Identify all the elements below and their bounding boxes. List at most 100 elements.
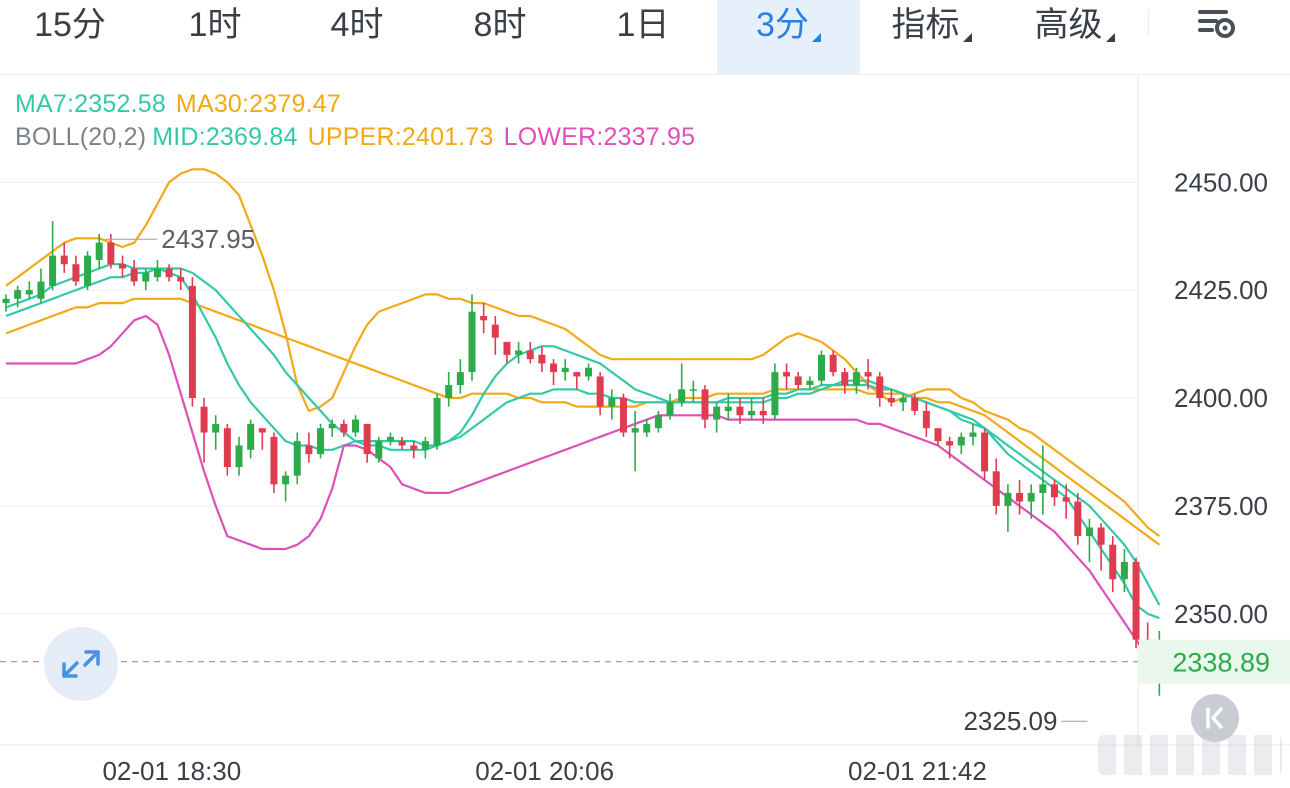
candle-down [736,398,744,424]
candle-body [177,277,185,282]
candle-up [235,436,243,476]
candle-body [1016,492,1024,502]
tab-label: 1日 [616,6,670,44]
candle-body [1109,544,1117,580]
watermark [1098,735,1282,775]
candle-down [829,350,837,377]
candle-up [957,432,965,455]
candle-down [340,419,348,437]
back-to-latest-icon[interactable] [1191,694,1239,742]
candle-body [14,290,22,299]
x-tick-label: 02-01 20:06 [475,756,614,786]
candle-body [713,406,721,420]
candle-down [619,393,627,437]
candle-body [84,255,92,286]
dropdown-triangle-icon [962,33,972,42]
candle-body [864,372,872,377]
tab-15min[interactable]: 15分 [0,0,140,74]
candle-down [398,436,406,450]
y-tick-label: 2450.00 [1174,167,1268,197]
candle-body [1051,484,1058,498]
candle-up [1027,484,1035,519]
candle-down [165,264,173,282]
candle-body [25,290,33,295]
candle-up [433,393,441,450]
tab-4h[interactable]: 4时 [287,0,427,74]
tab-indicators[interactable]: 指标 [860,0,1003,74]
candle-body [37,281,45,299]
candle-down [911,393,919,416]
tab-label: 指标 [891,6,960,44]
candle-body [142,272,150,282]
boll-lower-value: LOWER:2337.95 [503,123,696,151]
chart-settings-icon[interactable] [1192,4,1240,44]
candle-up [84,251,92,291]
candle-body [317,428,325,455]
ma30-line [5,297,1161,546]
candle-body [841,372,849,386]
tab-8h[interactable]: 8时 [430,0,570,74]
candle-body [235,445,243,468]
candle-down [981,428,989,480]
candle-body [689,389,697,391]
tab-1d[interactable]: 1日 [573,0,713,74]
tab-1h[interactable]: 1时 [145,0,285,74]
tab-label: 8时 [473,6,527,44]
candle-up [654,410,662,433]
candle-down [1109,536,1117,593]
candle-body [701,389,709,420]
candle-body [153,268,161,278]
candle-body [1039,484,1047,493]
tab-3min[interactable]: 3分 [717,0,860,74]
candle-down [783,363,791,390]
candle-up [328,419,336,437]
candle-body [794,376,802,386]
candle-down [410,441,418,459]
candle-up [561,359,569,381]
candle-down [305,432,313,463]
boll-legend: BOLL(20,2) MID:2369.84 UPPER:2401.73 LOWER:… [15,123,705,152]
candle-body [468,311,476,373]
candle-body [270,436,278,485]
candle-body [783,372,791,377]
candle-down [200,398,208,463]
candle-down [270,432,278,493]
candle-body [876,376,884,398]
current-price-label: 2338.89 [1172,648,1270,678]
candle-up [212,415,220,450]
ma7-value: MA7:2352.58 [15,90,166,118]
candle-up [806,376,814,390]
candle-body [107,242,115,265]
candle-up [293,432,301,485]
ma-legend: MA7:2352.58 MA30:2379.47 [15,90,351,119]
tab-advanced[interactable]: 高级 [1003,0,1146,74]
candle-up [818,350,825,386]
tab-label: 3分 [756,6,809,44]
candle-body [759,410,767,416]
candle-down [887,389,895,407]
ma7-line [5,263,1160,620]
expand-icon[interactable] [44,627,118,701]
candle-body [282,475,290,485]
candle-body [188,285,196,398]
candle-down [596,372,604,416]
candle-body [887,398,895,403]
candle-body [608,398,616,407]
candle-down [538,346,546,373]
candle-down [491,316,499,355]
candle-body [899,398,907,403]
candle-up [282,471,290,502]
tab-label: 高级 [1034,6,1103,44]
candle-up [2,294,10,312]
y-tick-label: 2350.00 [1174,599,1268,629]
candle-body [526,350,534,360]
candle-body [340,423,348,433]
y-tick-label: 2425.00 [1174,275,1268,305]
candlestick-chart[interactable]: 2437.95 2325.09 2338.89 2450.00 2425.00 2400… [0,74,1290,788]
candle-body [1085,527,1093,537]
candle-body [1062,497,1070,502]
candle-up [375,436,383,463]
candle-down [841,367,849,394]
candle-body [130,268,138,282]
candle-down [258,428,266,450]
